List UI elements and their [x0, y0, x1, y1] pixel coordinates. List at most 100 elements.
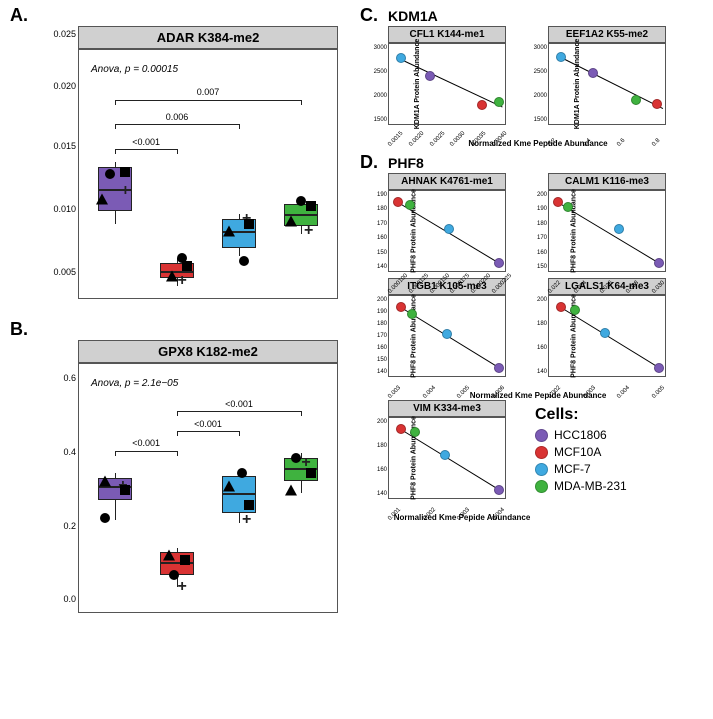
panel-b-yticks: 0.00.20.40.6 [52, 340, 78, 613]
scatter-title: VIM K334-me3 [388, 400, 506, 417]
data-point [105, 169, 115, 179]
scatter-panel: CFL1 K144-me1KDM1A Protein Abundance1500… [360, 26, 508, 125]
scatter-title: EEF1A2 K55-me2 [548, 26, 666, 43]
data-point [244, 500, 254, 510]
y-tick: 0.4 [63, 447, 76, 457]
panel-a-plot: Anova, p = 0.00015 <0.0010.0060.007 [78, 49, 338, 299]
panel-c-section: KDM1A [388, 8, 438, 24]
panel-a-anova: Anova, p = 0.00015 [91, 64, 178, 75]
data-point [237, 468, 247, 478]
legend-title: Cells: [535, 406, 627, 424]
scatter-panel: VIM K334-me3PHF8 Protein Abundance140160… [360, 400, 508, 499]
scatter-dot [442, 329, 452, 339]
scatter-dot [570, 305, 580, 315]
data-point [223, 480, 235, 491]
scatter-plot: PHF8 Protein Abundance1401601802000.0020… [548, 295, 666, 377]
data-point [244, 219, 254, 229]
left-column: A. ADAR K384-me2 Normalized Kme Peptide … [0, 0, 355, 719]
y-tick: 0.015 [53, 141, 76, 151]
scatter-plot: KDM1A Protein Abundance15002000250030000… [548, 43, 666, 125]
legend-item: MDA-MB-231 [535, 479, 627, 493]
panel-a-title: ADAR K384-me2 [78, 26, 338, 49]
legend-label: MCF10A [554, 445, 601, 459]
panel-a-label: A. [10, 5, 350, 26]
scatter-title: AHNAK K4761-me1 [388, 173, 506, 190]
y-tick: 0.020 [53, 81, 76, 91]
scatter-dot [407, 309, 417, 319]
scatter-dot [494, 485, 504, 495]
panel-b-plot: Anova, p = 2.1e−05 <0.001<0.001<0.001 [78, 363, 338, 613]
data-point [306, 201, 316, 211]
scatter-title: CALM1 K116-me3 [548, 173, 666, 190]
scatter-dot [396, 424, 406, 434]
data-point [178, 578, 187, 596]
scatter-dot [494, 363, 504, 373]
data-point [180, 555, 190, 565]
data-point [285, 216, 297, 227]
scatter-title: CFL1 K144-me1 [388, 26, 506, 43]
scatter-dot [614, 224, 624, 234]
y-tick: 0.6 [63, 373, 76, 383]
scatter-plot: PHF8 Protein Abundance140150160170180190… [388, 295, 506, 377]
data-point [239, 256, 249, 266]
panel-c-label: C. [360, 5, 378, 26]
data-point [99, 475, 111, 486]
legend-dot [535, 446, 548, 459]
panel-d-section: PHF8 [388, 155, 424, 171]
pvalue-label: 0.006 [166, 112, 189, 122]
scatter-dot [425, 71, 435, 81]
scatter-dot [444, 224, 454, 234]
data-point [100, 513, 110, 523]
data-point [223, 226, 235, 237]
data-point [182, 261, 192, 271]
y-tick: 0.2 [63, 521, 76, 531]
data-point [96, 193, 108, 204]
scatter-dot [410, 427, 420, 437]
scatter-dot [396, 302, 406, 312]
panel-d-grid: AHNAK K4761-me1 PHF8 Protein Abundance140… [360, 173, 708, 522]
panel-b-anova: Anova, p = 2.1e−05 [91, 378, 178, 389]
scatter-dot [494, 97, 504, 107]
scatter-ylabel: PHF8 Protein Abundance [410, 294, 417, 378]
data-point [304, 222, 313, 240]
panel-b-label: B. [10, 319, 350, 340]
data-point [166, 270, 178, 281]
legend-dot [535, 480, 548, 493]
data-point [120, 167, 130, 177]
pvalue-label: <0.001 [194, 419, 222, 429]
scatter-plot: KDM1A Protein Abundance15002000250030000… [388, 43, 506, 125]
data-point [306, 468, 316, 478]
y-tick: 0.025 [53, 29, 76, 39]
scatter-dot [405, 200, 415, 210]
pvalue-label: 0.007 [197, 87, 220, 97]
data-point [120, 485, 130, 495]
y-tick: 0.010 [53, 204, 76, 214]
scatter-ylabel: KDM1A Protein Abundance [574, 39, 581, 130]
data-point [178, 272, 187, 290]
data-point [121, 182, 130, 200]
panel-c-grid: CFL1 K144-me1KDM1A Protein Abundance1500… [360, 26, 708, 148]
scatter-ylabel: KDM1A Protein Abundance [414, 39, 421, 130]
legend-item: MCF-7 [535, 462, 627, 476]
scatter-ylabel: PHF8 Protein Abundance [570, 189, 577, 273]
scatter-panel: AHNAK K4761-me1PHF8 Protein Abundance140… [360, 173, 508, 272]
scatter-dot [494, 258, 504, 268]
legend-dot [535, 429, 548, 442]
scatter-dot [556, 52, 566, 62]
scatter-panel: EEF1A2 K55-me2KDM1A Protein Abundance150… [520, 26, 668, 125]
scatter-dot [652, 99, 662, 109]
scatter-dot [440, 450, 450, 460]
data-point [242, 511, 251, 529]
cell-legend: Cells: HCC1806 MCF10A MCF-7 MDA-MB-231 [535, 406, 627, 499]
legend-item: MCF10A [535, 445, 627, 459]
panel-a: A. ADAR K384-me2 Normalized Kme Peptide … [10, 5, 350, 299]
scatter-dot [477, 100, 487, 110]
pvalue-label: <0.001 [132, 438, 160, 448]
scatter-dot [600, 328, 610, 338]
legend-label: HCC1806 [554, 428, 607, 442]
scatter-plot: PHF8 Protein Abundance150160170180190200… [548, 190, 666, 272]
data-point [285, 485, 297, 496]
scatter-dot [563, 202, 573, 212]
scatter-dot [393, 197, 403, 207]
scatter-dot [654, 363, 664, 373]
